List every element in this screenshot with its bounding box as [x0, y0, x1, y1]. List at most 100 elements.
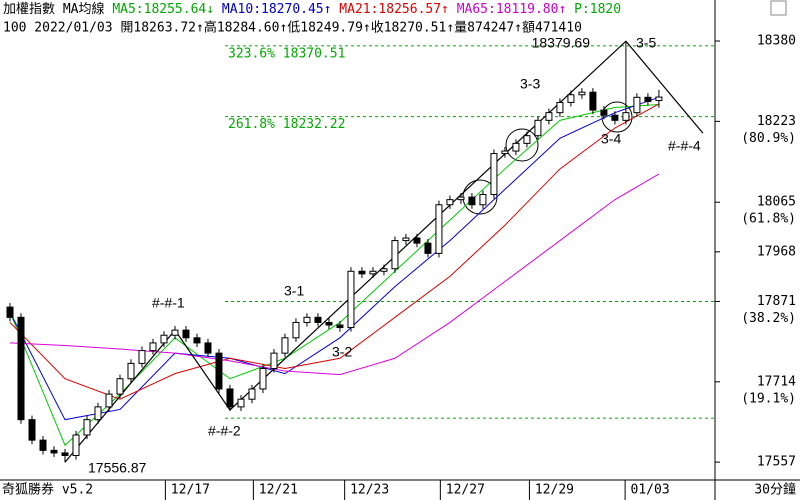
candle-body	[490, 153, 498, 196]
annotation: 3-4	[601, 131, 621, 147]
level-label: 323.6% 18370.51	[228, 46, 345, 61]
y-tick-note: (61.8%)	[741, 212, 796, 227]
header-item: MA10:18270.45↑	[222, 2, 332, 17]
panel-icon[interactable]	[770, 0, 787, 16]
candle-body	[193, 337, 201, 344]
y-tick-label: 17968	[757, 244, 796, 259]
x-tick-label: 12/21	[259, 483, 298, 498]
candle-body	[39, 439, 47, 451]
annotation: 18379.69	[532, 35, 591, 51]
candle-body	[259, 368, 267, 390]
candle-body	[644, 96, 652, 102]
candle-body	[50, 449, 58, 454]
candle-body	[94, 406, 102, 421]
header-item: P:1820	[574, 2, 621, 17]
annotation: 17556.87	[88, 460, 147, 476]
candle-body	[149, 342, 157, 352]
y-tick-note: (38.2%)	[741, 311, 796, 326]
candle-body	[171, 329, 179, 336]
highlight-circle	[601, 101, 633, 133]
candle-body	[160, 334, 168, 344]
candle-body	[523, 135, 531, 144]
highlight-circle	[505, 128, 539, 162]
candle-body	[611, 114, 619, 121]
candle-body	[237, 398, 245, 408]
header-item: MA21:18256.57↑	[339, 2, 449, 17]
x-tick-label: 12/29	[535, 483, 574, 498]
y-tick-label: 18223	[757, 114, 796, 129]
y-tick-label: 18065	[757, 195, 796, 210]
candle-body	[391, 240, 399, 270]
candle-body	[479, 194, 487, 206]
candle-body	[248, 388, 256, 400]
candle-body	[457, 196, 465, 201]
annotation: 3-2	[332, 344, 352, 360]
candle-body	[270, 352, 278, 370]
candle-body	[83, 419, 91, 436]
candle-body	[226, 388, 234, 408]
candle-body	[545, 112, 553, 121]
ma-line	[9, 96, 660, 421]
candle-body	[600, 109, 608, 116]
candle-body	[578, 91, 586, 96]
candle-body	[468, 196, 476, 206]
x-tick-label: 12/17	[171, 483, 210, 498]
y-tick-note: (80.9%)	[741, 131, 796, 146]
candle-body	[336, 324, 344, 329]
candle-body	[435, 204, 443, 254]
candle-body	[6, 306, 14, 318]
candle-body	[28, 419, 36, 441]
candle-body	[380, 268, 388, 272]
candle-body	[61, 452, 69, 456]
header-line1: 加權指數 MA均線 MA5:18255.64↓ MA10:18270.45↑ M…	[3, 1, 621, 17]
x-tick-label: 01/03	[631, 483, 670, 498]
candle-body	[127, 362, 135, 380]
y-tick-label: 17557	[757, 455, 796, 470]
x-tick-label: 12/23	[350, 483, 389, 498]
candle-body	[633, 96, 641, 114]
header-item: 加權指數 MA均線	[3, 1, 104, 17]
candle-body	[105, 393, 113, 408]
candle-body	[72, 434, 80, 456]
candle-body	[281, 337, 289, 354]
candle-body	[534, 119, 542, 137]
candle-body	[347, 270, 355, 329]
annotation: 3-3	[520, 76, 540, 92]
header-item: MA65:18119.80↑	[457, 2, 567, 17]
candle-body	[501, 150, 509, 155]
annotation: 3-5	[636, 35, 656, 51]
header-item: MA5:18255.64↓	[112, 2, 214, 17]
candle-body	[138, 350, 146, 364]
candle-body	[314, 316, 322, 323]
candle-body	[182, 329, 190, 339]
candle-body	[446, 199, 454, 206]
ma-line	[9, 173, 660, 376]
candle-body	[567, 94, 575, 103]
header-line2: 100 2022/01/03 開18263.72↑高18284.60↑低1824…	[3, 20, 582, 36]
x-tick-label: 12/27	[446, 483, 485, 498]
footer-left: 奇狐勝券 v5.2	[2, 482, 93, 498]
candle-body	[556, 101, 564, 114]
y-tick-label: 18380	[757, 34, 796, 49]
y-tick-label: 17714	[757, 374, 796, 389]
candle-body	[303, 316, 311, 323]
candle-body	[292, 321, 300, 339]
candle-body	[655, 96, 663, 102]
annotation: #-#-4	[668, 138, 701, 154]
candle-body	[215, 352, 223, 390]
candle-body	[116, 378, 124, 395]
annotation: 3-1	[284, 283, 304, 299]
candle-body	[413, 237, 421, 244]
candle-body	[402, 237, 410, 242]
footer-right: 30分鐘	[754, 482, 796, 498]
candle-body	[512, 142, 520, 152]
candle-body	[17, 316, 25, 421]
annotation: #-#-2	[208, 423, 241, 439]
candle-body	[358, 270, 366, 275]
candle-body	[424, 242, 432, 254]
candle-body	[325, 321, 333, 326]
candle-body	[204, 342, 212, 354]
candle-body	[622, 112, 630, 121]
